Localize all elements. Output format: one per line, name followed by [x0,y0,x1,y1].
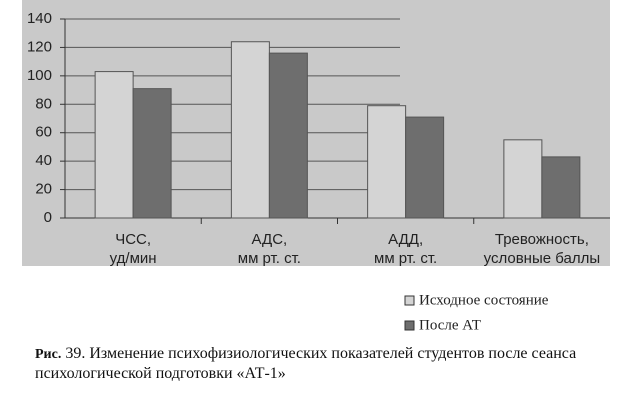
bar [503,139,543,219]
y-tick-label: 20 [35,181,52,198]
bar [94,71,134,219]
legend-label: После АТ [419,317,481,333]
x-tick-label: ЧСС, [115,231,151,248]
bar [268,52,308,219]
x-tick-label: условные баллы [484,250,601,267]
y-tick-label: 60 [35,124,52,141]
caption-label: Рис. [35,347,62,362]
x-tick-label: АДД, [388,231,423,248]
legend-swatch [404,295,415,306]
caption-text: 39. Изменение психофизиологических показ… [35,345,577,382]
y-tick-label: 40 [35,152,52,169]
y-tick-label: 140 [27,10,52,27]
y-tick-label: 120 [27,38,52,55]
bar [367,105,407,219]
x-tick-label: АДС, [252,231,288,248]
x-tick-label: уд/мин [110,250,157,267]
y-tick-label: 0 [44,209,52,226]
y-tick-label: 100 [27,67,52,84]
bar [230,41,270,219]
legend-swatch [404,320,415,331]
caption: Рис. 39. Изменение психофизиологических … [35,344,605,383]
bar [132,88,172,219]
bar [405,116,445,219]
y-tick-label: 80 [35,95,52,112]
legend-label: Исходное состояние [419,292,549,308]
bar [541,156,581,219]
x-tick-label: мм рт. ст. [374,250,437,267]
x-tick-label: мм рт. ст. [238,250,301,267]
x-tick-label: Тревожность, [495,231,589,248]
